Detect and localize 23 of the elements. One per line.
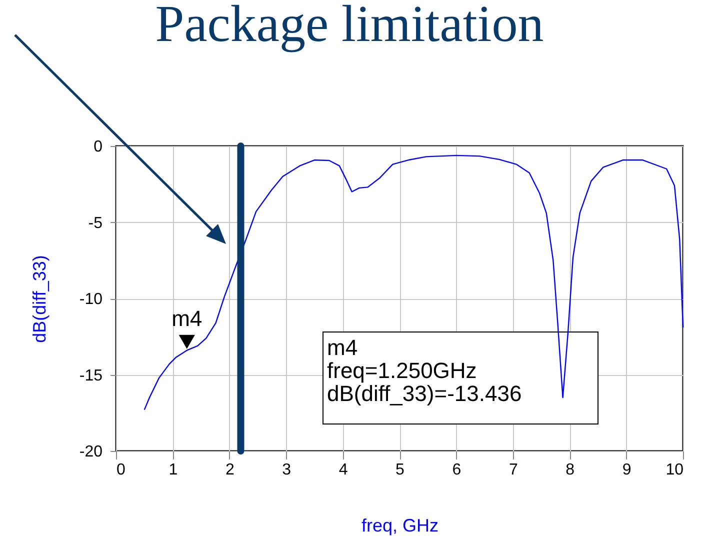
x-tick-label: 9 [622,462,632,478]
y-tick-label: -10 [79,291,103,308]
x-tick-label: 8 [566,462,575,478]
chart-title: Package limitation [155,0,544,53]
x-tick-label: 6 [452,462,462,478]
annotation: m4 [327,335,358,360]
x-tick-label: 7 [508,462,518,478]
y-tick-label: -15 [79,367,103,384]
x-tick-label: 5 [396,462,405,478]
line-series [144,154,684,410]
x-tick-label: 3 [282,462,292,478]
y-tick-label: -5 [88,214,103,232]
x-axis-title: freq, GHz [361,516,439,536]
y-axis-title: dB(diff_33) [29,255,50,343]
x-tick-label: 0 [116,462,126,478]
x-tick-label: 1 [168,462,178,478]
annotation: m4 [172,306,202,331]
y-tick-label: -20 [79,444,103,460]
y-tick-label: 0 [94,138,103,156]
x-tick-label: 2 [225,462,234,478]
annotation: freq=1.250GHz [327,358,477,383]
x-tick-label: 4 [338,462,348,478]
x-tick-label: 10 [666,462,684,478]
